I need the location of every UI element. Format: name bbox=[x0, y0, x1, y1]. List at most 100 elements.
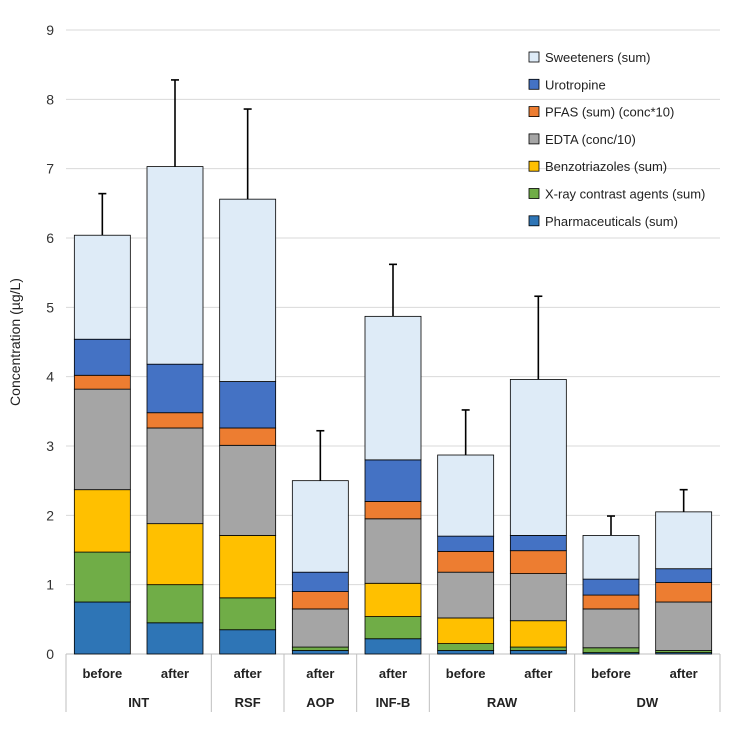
x-category-label: after bbox=[161, 666, 189, 681]
bar-segment bbox=[655, 601, 713, 651]
bar-segment bbox=[291, 591, 349, 610]
bar-segment bbox=[364, 582, 422, 617]
y-tick-label: 9 bbox=[46, 22, 54, 38]
legend-swatch bbox=[528, 106, 540, 117]
x-axis: before after after after after before after bef… bbox=[65, 654, 721, 712]
bar-segment bbox=[219, 629, 277, 655]
y-axis-ticks: 0 1 2 3 4 5 6 7 8 9 bbox=[46, 22, 54, 662]
legend-swatch bbox=[528, 215, 540, 227]
bar-segment bbox=[219, 427, 277, 446]
bar-segment bbox=[291, 480, 349, 573]
bar-segment bbox=[73, 234, 131, 340]
legend-label: X-ray contrast agents (sum) bbox=[545, 187, 705, 202]
bar-segment bbox=[437, 617, 495, 644]
bar-segment bbox=[509, 535, 567, 552]
bar-segment bbox=[582, 647, 640, 654]
y-tick-label: 0 bbox=[46, 646, 54, 662]
y-tick-label: 4 bbox=[46, 369, 54, 385]
legend-swatch bbox=[528, 133, 540, 145]
x-category-label: before bbox=[591, 666, 631, 681]
bar-segment bbox=[73, 338, 131, 376]
y-tick-label: 8 bbox=[46, 91, 54, 107]
bar-segment bbox=[509, 620, 567, 648]
bar-segment bbox=[291, 646, 349, 651]
legend-label: Sweeteners (sum) bbox=[545, 50, 650, 65]
bar-segment bbox=[219, 198, 277, 382]
bar-segment bbox=[219, 597, 277, 631]
bar-segment bbox=[437, 643, 495, 651]
bar-segment bbox=[509, 379, 567, 536]
legend: Sweeteners (sum) Urotropine PFAS (sum) (co… bbox=[528, 50, 705, 229]
bar-segment bbox=[364, 501, 422, 520]
bar-segment bbox=[655, 582, 713, 603]
bar-segment bbox=[291, 650, 349, 655]
bar-segment bbox=[219, 535, 277, 599]
bar-segment bbox=[364, 616, 422, 640]
bar-segment bbox=[437, 454, 495, 537]
bar-segment bbox=[146, 584, 204, 624]
bar-segment bbox=[582, 594, 640, 610]
bar-segment bbox=[655, 568, 713, 583]
legend-swatch bbox=[528, 160, 540, 172]
legend-label: Benzotriazoles (sum) bbox=[545, 159, 667, 174]
bar-segment bbox=[219, 444, 277, 536]
bar-segment bbox=[146, 363, 204, 414]
x-group-label: RAW bbox=[487, 695, 518, 710]
x-category-label: before bbox=[82, 666, 122, 681]
x-category-label: after bbox=[524, 666, 552, 681]
bar-segment bbox=[73, 489, 131, 553]
bar-segment bbox=[73, 601, 131, 655]
y-tick-label: 3 bbox=[46, 438, 54, 454]
bar-segment bbox=[146, 412, 204, 429]
y-tick-label: 7 bbox=[46, 161, 54, 177]
x-group-label: DW bbox=[636, 695, 658, 710]
bars bbox=[73, 79, 713, 655]
legend-swatch bbox=[528, 78, 540, 90]
legend-swatch bbox=[528, 51, 540, 63]
bar-segment bbox=[146, 523, 204, 586]
bar-segment bbox=[655, 511, 713, 570]
bar-segment bbox=[582, 535, 640, 580]
legend-swatch bbox=[528, 188, 540, 199]
bar-segment bbox=[437, 535, 495, 552]
bar-segment bbox=[509, 573, 567, 622]
bar-segment bbox=[291, 571, 349, 592]
legend-label: PFAS (sum) (conc*10) bbox=[545, 105, 674, 120]
bar-segment bbox=[73, 388, 131, 491]
bar-segment bbox=[509, 650, 567, 655]
bar-segment bbox=[146, 166, 204, 365]
bar-segment bbox=[146, 427, 204, 525]
bar-segment bbox=[73, 374, 131, 390]
legend-label: Pharmaceuticals (sum) bbox=[545, 214, 678, 229]
bar-segment bbox=[437, 571, 495, 619]
bar-segment bbox=[582, 608, 640, 649]
y-tick-label: 5 bbox=[46, 299, 54, 315]
bar-segment bbox=[437, 550, 495, 573]
x-category-label: after bbox=[379, 666, 407, 681]
bar-segment bbox=[364, 638, 422, 655]
bar-segment bbox=[364, 518, 422, 584]
x-category-label: after bbox=[234, 666, 262, 681]
x-category-label: after bbox=[306, 666, 334, 681]
bar-segment bbox=[509, 550, 567, 574]
bar-segment bbox=[146, 622, 204, 655]
bar-segment bbox=[219, 381, 277, 429]
legend-label: Urotropine bbox=[545, 77, 606, 92]
x-group-label: AOP bbox=[306, 695, 335, 710]
bar-segment bbox=[582, 578, 640, 596]
x-category-label: before bbox=[446, 666, 486, 681]
x-group-label: INF-B bbox=[376, 695, 411, 710]
legend-label: EDTA (conc/10) bbox=[545, 132, 636, 147]
y-tick-label: 2 bbox=[46, 507, 54, 523]
bar-segment bbox=[364, 459, 422, 502]
x-category-label: after bbox=[670, 666, 698, 681]
bar-segment bbox=[364, 315, 422, 461]
x-group-label: INT bbox=[128, 695, 149, 710]
bar-segment bbox=[509, 646, 567, 651]
bar-segment bbox=[73, 551, 131, 603]
y-tick-label: 6 bbox=[46, 230, 54, 246]
y-tick-label: 1 bbox=[46, 577, 54, 593]
bar-segment bbox=[291, 608, 349, 648]
x-group-label: RSF bbox=[235, 695, 261, 710]
y-axis-label: Concentration (µg/L) bbox=[7, 278, 23, 406]
